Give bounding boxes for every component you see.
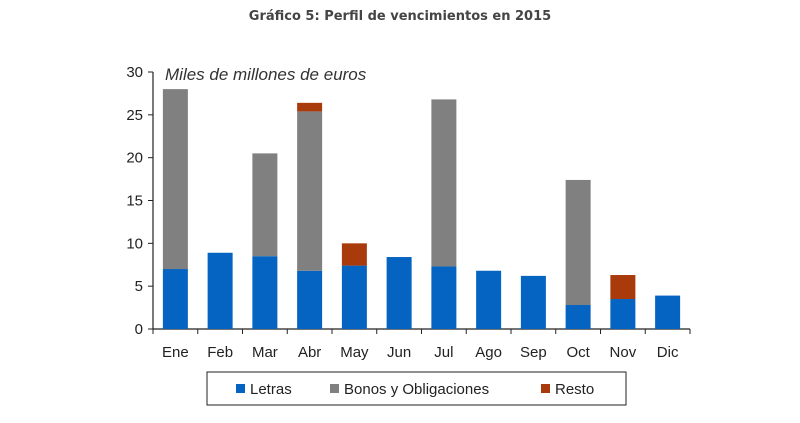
x-tick-label: Sep	[520, 344, 547, 361]
legend-label: Resto	[555, 381, 594, 398]
legend	[206, 371, 627, 406]
bar-bonos-y-obligaciones-oct	[565, 179, 591, 306]
y-tick-label: 20	[126, 150, 143, 167]
x-tick-label: Oct	[566, 344, 590, 361]
bar-bonos-y-obligaciones-ene	[162, 89, 188, 270]
x-tick-label: Feb	[207, 344, 233, 361]
bar-letras-ene	[162, 269, 188, 329]
x-tick-label: Abr	[298, 344, 321, 361]
chart-title: Gráfico 5: Perfil de vencimientos en 201…	[248, 9, 552, 24]
x-tick-label: Dic	[657, 344, 679, 361]
x-tick-label: Jul	[434, 344, 453, 361]
x-tick-label: Mar	[252, 344, 278, 361]
bar-letras-jun	[386, 257, 412, 329]
y-tick-label: 10	[126, 235, 143, 252]
bar-letras-sep	[520, 275, 546, 329]
bar-letras-feb	[207, 252, 233, 329]
x-tick-label: May	[340, 344, 369, 361]
x-tick-label: Ago	[475, 344, 502, 361]
legend-swatch	[330, 384, 339, 393]
bar-bonos-y-obligaciones-abr	[297, 111, 323, 271]
bar-letras-dic	[655, 295, 681, 329]
bar-resto-may	[341, 243, 367, 266]
x-tick-label: Nov	[610, 344, 637, 361]
x-tick-label: Ene	[162, 344, 189, 361]
legend-label: Bonos y Obligaciones	[344, 381, 489, 398]
bar-resto-abr	[297, 102, 323, 112]
bar-letras-ago	[476, 270, 502, 329]
bar-letras-abr	[297, 270, 323, 329]
x-tick-label: Jun	[387, 344, 411, 361]
y-axis-label: Miles de millones de euros	[165, 65, 367, 84]
bar-letras-oct	[565, 305, 591, 329]
bar-letras-jul	[431, 266, 457, 329]
bar-bonos-y-obligaciones-jul	[431, 99, 457, 267]
bar-bonos-y-obligaciones-mar	[252, 153, 278, 257]
legend-swatch	[236, 384, 245, 393]
y-tick-label: 5	[135, 278, 143, 295]
y-tick-label: 0	[135, 321, 143, 338]
y-tick-label: 15	[126, 193, 143, 210]
bar-letras-nov	[610, 299, 636, 329]
bar-letras-may	[341, 265, 367, 329]
legend-swatch	[541, 384, 550, 393]
bar-resto-nov	[610, 275, 636, 300]
y-tick-label: 30	[126, 64, 143, 81]
bar-letras-mar	[252, 256, 278, 329]
legend-label: Letras	[250, 381, 292, 398]
y-tick-label: 25	[126, 107, 143, 124]
